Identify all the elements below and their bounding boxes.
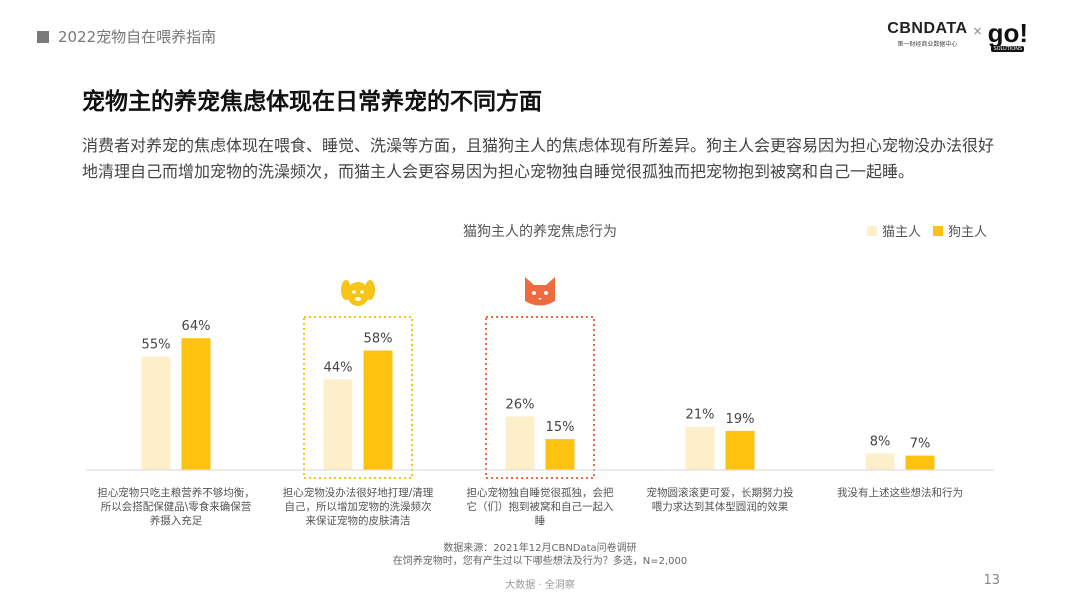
go-logo: go! SOLUTIONS: [988, 20, 1028, 52]
cat-icon: [525, 277, 555, 306]
source-line-1: 数据来源：2021年12月CBNData问卷调研: [443, 543, 637, 554]
bar-dog-4: [905, 455, 935, 470]
cbndata-logo: CBNDATA 第一财经商业数据中心: [887, 20, 967, 48]
go-wordmark: go!: [987, 18, 1028, 48]
dog-icon: [341, 280, 375, 306]
category-label-2: 担心宠物独自睡觉很孤独，会把它（们）抱到被窝和自己一起入睡: [467, 486, 614, 527]
value-label-cat-0: 55%: [142, 338, 171, 353]
bar-cat-4: [865, 453, 895, 470]
value-label-cat-2: 26%: [506, 397, 535, 412]
category-label-1: 担心宠物没办法很好地打理/清理自己，所以增加宠物的洗澡频次来保证宠物的皮肤清洁: [283, 486, 434, 527]
value-label-dog-4: 7%: [910, 437, 931, 452]
page-description: 消费者对养宠的焦虑体现在喂食、睡觉、洗澡等方面，且猫狗主人的焦虑体现有所差异。狗…: [82, 136, 995, 181]
value-label-cat-3: 21%: [686, 408, 715, 423]
logo-separator: ×: [972, 24, 983, 38]
highlight-box-dog: [303, 316, 413, 479]
report-title: 2022宠物自在喂养指南: [58, 28, 217, 46]
category-label-4: 我没有上述这些想法和行为: [837, 486, 963, 499]
bar-dog-3: [725, 430, 755, 470]
bar-dog-1: [363, 350, 393, 470]
legend-label-dog: 狗主人: [947, 225, 987, 240]
bar-dog-0: [181, 338, 211, 470]
bar-cat-3: [685, 426, 715, 470]
legend-swatch-cat: [866, 225, 877, 236]
bar-cat-0: [141, 356, 171, 470]
chart-legend: 猫主人 狗主人: [855, 221, 987, 240]
cbndata-wordmark: CBNDATA: [887, 20, 968, 37]
page-title: 宠物主的养宠焦虑体现在日常养宠的不同方面: [82, 89, 542, 115]
category-label-0: 担心宠物只吃主粮营养不够均衡，所以会搭配保健品\零食来确保营养摄入充足: [97, 486, 255, 527]
chart-title: 猫狗主人的养宠焦虑行为: [463, 224, 617, 240]
value-label-dog-0: 64%: [182, 319, 211, 334]
value-label-dog-3: 19%: [726, 412, 755, 427]
highlight-box-cat: [485, 316, 595, 479]
page-number: 13: [983, 573, 1000, 588]
report-header: 2022宠物自在喂养指南: [37, 26, 216, 47]
value-label-cat-4: 8%: [870, 435, 891, 450]
source-line-2: 在饲养宠物时，您有产生过以下哪些想法及行为？多选，N=2,000: [392, 556, 688, 567]
cbndata-subtitle: 第一财经商业数据中心: [897, 41, 958, 48]
legend-label-cat: 猫主人: [881, 225, 921, 240]
brand-logos: CBNDATA 第一财经商业数据中心 × go! SOLUTIONS: [887, 20, 1028, 52]
bar-cat-1: [323, 379, 353, 470]
footer-slogan: 大数据 · 全洞察: [505, 580, 575, 591]
header-square-icon: [37, 30, 49, 43]
bar-cat-2: [505, 416, 535, 470]
bar-chart: 55% 64% 44% 58% 26% 15% 21% 19% 8% 7% 担心宠物只吃主粮营养不够…: [86, 277, 994, 527]
legend-item-cat: 猫主人: [866, 221, 921, 240]
data-source: 数据来源：2021年12月CBNData问卷调研 在饲养宠物时，您有产生过以下哪…: [0, 542, 1080, 568]
legend-item-dog: 狗主人: [932, 221, 987, 240]
bar-dog-2: [545, 439, 575, 470]
value-label-cat-1: 44%: [324, 360, 353, 375]
value-label-dog-2: 15%: [546, 420, 575, 435]
category-label-3: 宠物圆滚滚更可爱，长期努力投喂力求达到其体型圆润的效果: [647, 486, 794, 513]
legend-swatch-dog: [932, 225, 943, 236]
go-subtitle: SOLUTIONS: [991, 46, 1025, 52]
value-label-dog-1: 58%: [364, 332, 393, 347]
